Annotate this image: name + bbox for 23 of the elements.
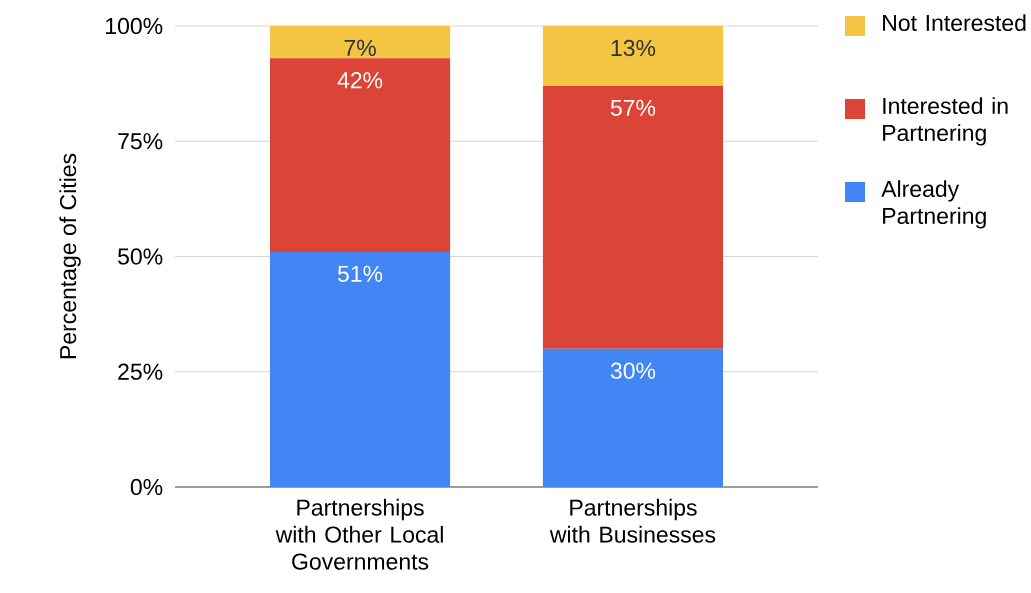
bar [269,25,451,59]
y-tick-label: 25% [118,363,163,380]
bar [542,348,724,487]
y-axis-title: Percentage of Cities [59,153,81,359]
legend-label: Already Partnering [881,180,986,229]
data-label: 30% [610,362,656,379]
y-tick-label: 100% [106,17,163,35]
y-tick-label: 75% [118,133,163,150]
legend-label: Interested in Partnering [883,97,1008,146]
bar [542,85,724,349]
x-tick-label: Partnerships with Businesses [549,498,716,543]
data-label: 51% [337,265,383,282]
data-label: 13% [611,39,656,57]
x-tick-label: Partnerships with Other Local Governments [275,498,443,570]
bar [269,58,451,252]
data-label: 7% [344,39,376,56]
y-tick-label: 50% [118,248,163,265]
bar [269,251,451,487]
data-label: 57% [610,99,656,116]
y-tick-label: 0% [130,478,163,496]
bar [542,25,724,86]
legend-label: Not Interested [883,14,1026,32]
data-label: 42% [337,72,383,89]
